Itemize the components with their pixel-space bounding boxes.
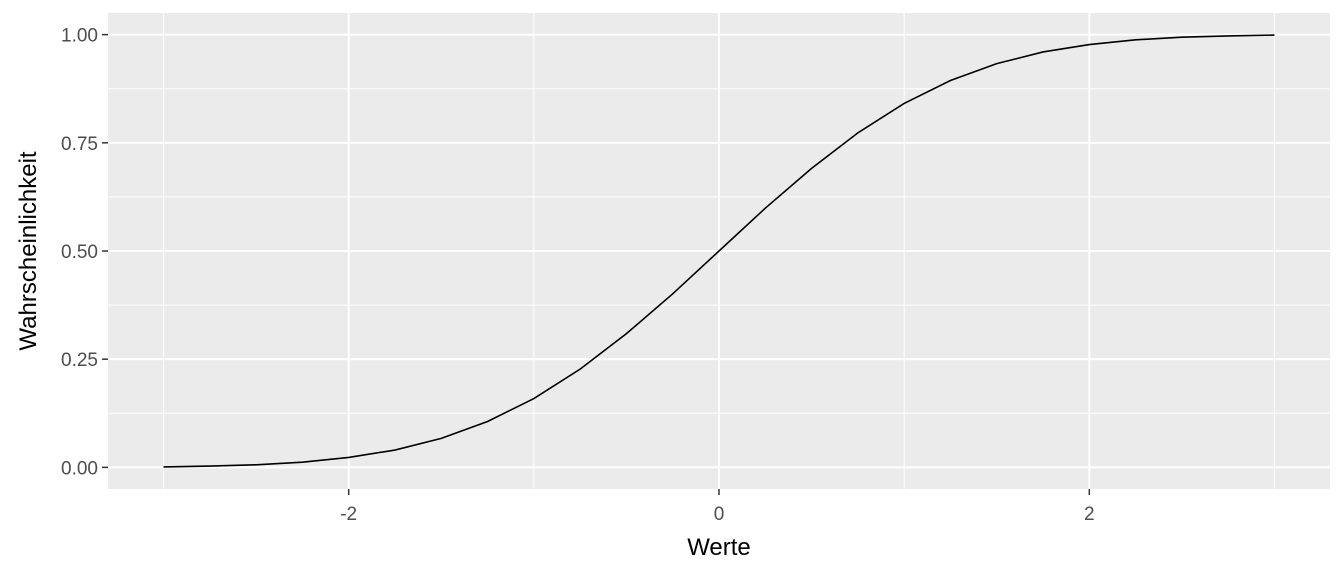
y-tick-label: 0.75 (61, 134, 98, 155)
y-tick-label: 1.00 (61, 26, 98, 47)
y-axis-title: Wahrscheinlichkeit (15, 151, 42, 351)
y-tick-label: 0.25 (61, 350, 98, 371)
y-tick-label: 0.00 (61, 458, 98, 479)
cdf-line (163, 34, 1275, 468)
x-tick-label: -2 (340, 504, 357, 525)
x-tick-label: 2 (1084, 504, 1095, 525)
x-axis-title: Werte (687, 534, 751, 561)
x-axis-ticks: -2 0 2 (340, 489, 1095, 525)
y-tick-label: 0.50 (61, 242, 98, 263)
y-axis-ticks: 0.00 0.25 0.50 0.75 1.00 (61, 26, 108, 479)
x-tick-label: 0 (714, 504, 725, 525)
